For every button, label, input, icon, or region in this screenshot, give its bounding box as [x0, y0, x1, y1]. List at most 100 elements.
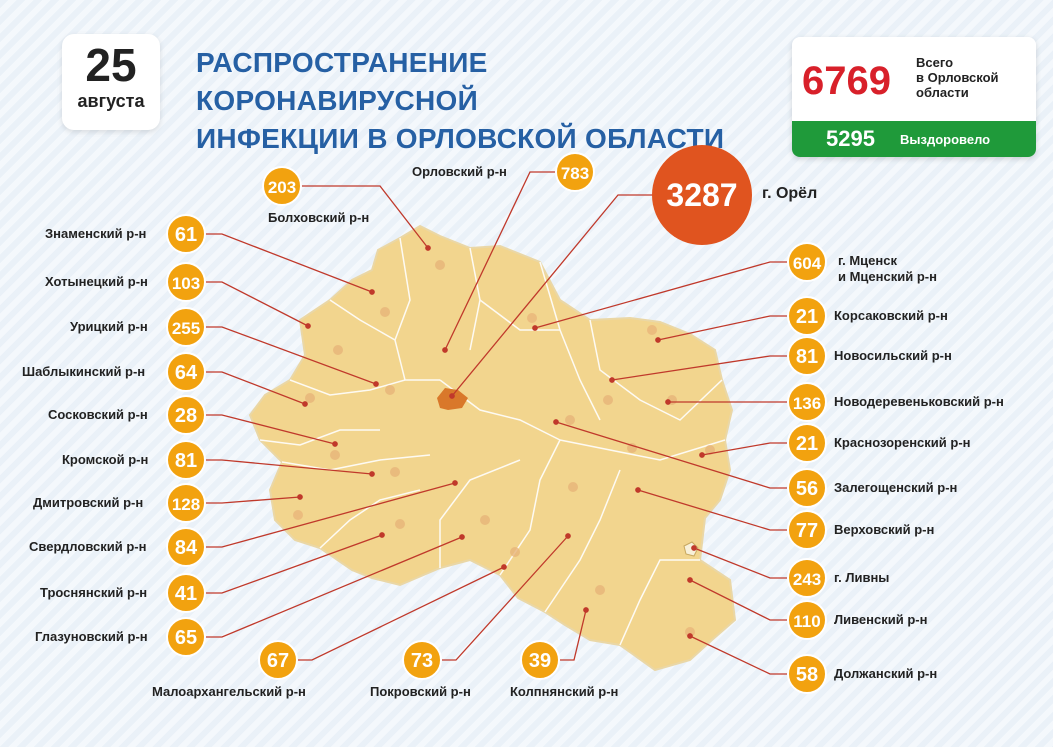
leader-lines — [205, 171, 787, 675]
district-label-krasnozorensky: Краснозоренский р-н — [834, 435, 971, 451]
badge-value-orel-city: 3287 — [666, 177, 737, 213]
badge-kolpnyansky: 39 — [520, 640, 560, 680]
badge-krasnozorensky: 21 — [787, 423, 827, 463]
district-label-line: Кромской р-н — [62, 452, 149, 467]
badge-circle-bolkhovsky — [262, 166, 302, 206]
district-label-line: Залегощенский р-н — [834, 480, 958, 495]
badge-circle-khotynetsky — [166, 262, 206, 302]
leader-line-khotynetsky — [205, 281, 309, 327]
summary-box: 6769 Всего в Орловской области 5295 Вызд… — [792, 37, 1036, 157]
district-label-line: г. Орёл — [762, 185, 818, 202]
badge-circle-krasnozorensky — [787, 423, 827, 463]
leader-line-korsakovsky — [657, 315, 787, 341]
leader-line-znamensky — [205, 233, 373, 293]
leader-end-novoderevenkovsky — [665, 399, 671, 405]
district-label-line: Малоархангельский р-н — [152, 684, 306, 699]
badge-circle-orel-city — [652, 145, 752, 245]
leader-end-sverdlovsky — [452, 480, 458, 486]
leader-line-livny — [693, 547, 787, 579]
leader-end-glazunovsky — [459, 534, 465, 540]
district-label-line: Хотынецкий р-н — [45, 274, 148, 289]
badge-value-livny: 243 — [793, 570, 821, 589]
title-line-2: ИНФЕКЦИИ В ОРЛОВСКОЙ ОБЛАСТИ — [196, 123, 725, 154]
date-month: августа — [77, 91, 145, 111]
badge-value-pokrovsky: 73 — [411, 650, 433, 672]
district-label-line: Шаблыкинский р-н — [22, 364, 146, 379]
leader-line-mtsensk — [534, 261, 787, 329]
district-label-shablykinsky: Шаблыкинский р-н — [22, 364, 145, 380]
leader-line-orlovsky — [444, 171, 555, 351]
badge-value-sosokovsky: 28 — [175, 405, 197, 427]
badge-novosilsky: 81 — [787, 336, 827, 376]
total-label-3: области — [916, 85, 969, 100]
badge-circle-znamensky — [166, 214, 206, 254]
leader-line-trosnyansky — [205, 534, 383, 594]
leader-line-livensky — [689, 579, 787, 621]
district-label-line: Новосильский р-н — [834, 348, 952, 363]
leader-line-krasnozorensky — [701, 442, 787, 456]
district-label-kromskoy: Кромской р-н — [62, 452, 148, 468]
badge-circle-mtsensk — [787, 242, 827, 282]
leader-end-orel-city — [449, 393, 455, 399]
district-label-line: г. Мценск — [838, 253, 897, 268]
district-label-line: Краснозоренский р-н — [834, 435, 971, 450]
leader-end-verkhovsky — [635, 487, 641, 493]
badge-sosokovsky: 28 — [166, 395, 206, 435]
district-label-trosnyansky: Троснянский р-н — [40, 585, 147, 601]
district-label-line: Знаменский р-н — [45, 226, 147, 241]
leader-end-orlovsky — [442, 347, 448, 353]
badge-value-sverdlovsky: 84 — [175, 537, 198, 559]
leader-line-maloarkhangelsky — [298, 566, 505, 661]
leader-end-livny — [691, 545, 697, 551]
badge-circle-livny — [787, 558, 827, 598]
district-label-line: Ливенский р-н — [834, 612, 928, 627]
recovered-panel: 5295 Выздоровело — [792, 121, 1036, 157]
badge-circle-trosnyansky — [166, 573, 206, 613]
badge-uritsky: 255 — [166, 307, 206, 347]
district-label-zaleгoshchensky: Залегощенский р-н — [834, 480, 957, 496]
badge-circle-uritsky — [166, 307, 206, 347]
district-label-line: и Мценский р-н — [838, 269, 937, 284]
badge-kromskoy: 81 — [166, 440, 206, 480]
leader-end-sosokovsky — [332, 441, 338, 447]
badge-znamensky: 61 — [166, 214, 206, 254]
badge-value-uritsky: 255 — [172, 319, 200, 338]
district-label-sverdlovsky: Свердловский р-н — [29, 539, 146, 555]
district-label-line: Верховский р-н — [834, 522, 935, 537]
badge-circle-kromskoy — [166, 440, 206, 480]
district-label-line: Орловский р-н — [412, 164, 507, 179]
leader-line-kromskoy — [205, 459, 373, 475]
badge-value-krasnozorensky: 21 — [796, 433, 818, 455]
district-label-korsakovsky: Корсаковский р-н — [834, 308, 948, 324]
district-label-line: Свердловский р-н — [29, 539, 147, 554]
district-label-line: Сосковский р-н — [48, 407, 148, 422]
leader-end-maloarkhangelsky — [501, 564, 507, 570]
badge-value-mtsensk: 604 — [793, 254, 822, 273]
district-label-line: Дмитровский р-н — [33, 495, 144, 510]
badge-mtsensk: 604 — [787, 242, 827, 282]
district-label-mtsensk: г. Мценск и Мценский р-н — [838, 253, 937, 285]
badge-value-orlovsky: 783 — [561, 164, 589, 183]
badge-value-dolzhansky: 58 — [796, 664, 818, 686]
badge-dolzhansky: 58 — [787, 654, 827, 694]
district-label-livny: г. Ливны — [834, 570, 889, 586]
leader-end-kromskoy — [369, 471, 375, 477]
badge-circle-orlovsky — [555, 152, 595, 192]
badge-circle-kolpnyansky — [520, 640, 560, 680]
badges: 3287 783 203 61 103 255 64 28 81 128 84 41 65 67 73 39 6… — [166, 145, 827, 694]
badge-circle-livensky — [787, 600, 827, 640]
badge-korsakovsky: 21 — [787, 296, 827, 336]
leader-line-sosokovsky — [205, 414, 336, 445]
badge-trosnyansky: 41 — [166, 573, 206, 613]
district-label-sosokovsky: Сосковский р-н — [48, 407, 148, 423]
badge-circle-verkhovsky — [787, 510, 827, 550]
badge-value-zaleгoshchensky: 56 — [796, 478, 818, 500]
leader-end-korsakovsky — [655, 337, 661, 343]
district-borders — [259, 237, 726, 646]
district-label-line: Болховский р-н — [268, 210, 370, 225]
district-label-orlovsky: Орловский р-н — [412, 164, 507, 180]
leader-end-dolzhansky — [687, 633, 693, 639]
page-title: РАСПРОСТРАНЕНИЕ КОРОНАВИРУСНОЙ ИНФЕКЦИИ … — [196, 44, 776, 158]
leader-line-zaleгoshchensky — [555, 421, 787, 489]
